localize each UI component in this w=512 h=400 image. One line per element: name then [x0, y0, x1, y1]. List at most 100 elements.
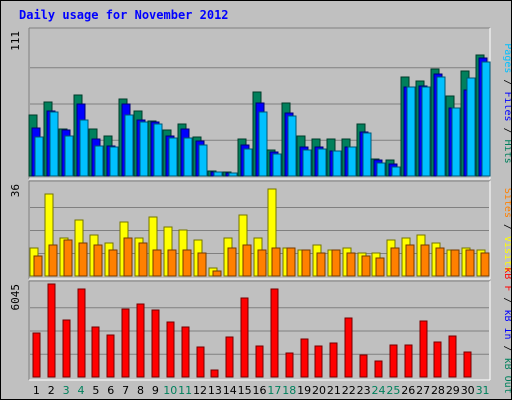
- x-tick-label: 11: [178, 384, 192, 397]
- bar-pages: Pages 14: 2: [228, 172, 238, 177]
- panel-kbytes: 6045 kB F / kB In / kB Out kB F 1: 2885 kB …: [9, 267, 511, 393]
- bar-sites: Sites 4: 13: [78, 242, 88, 277]
- bar-pages: Pages 17: 17: [272, 153, 282, 177]
- bar-kb-f: kB F 30: 1630: [463, 351, 472, 378]
- bar-kb-f: kB F 5: 3239: [91, 326, 100, 378]
- x-tick-label: 9: [152, 384, 159, 397]
- bar-pages: Pages 13: 3: [213, 171, 223, 177]
- bar-pages: Pages 9: 40: [153, 123, 163, 177]
- bar-pages: Pages 20: 21: [317, 148, 327, 177]
- bar-pages: Pages 10: 29: [168, 137, 178, 177]
- x-tick-label: 2: [48, 384, 55, 397]
- bar-sites: Sites 11: 10: [182, 249, 192, 277]
- bar-kb-f: kB F 7: 4395: [121, 308, 130, 378]
- bar-kb-f: kB F 8: 4777: [136, 303, 145, 378]
- bar-sites: Sites 1: 8: [33, 255, 43, 277]
- bar-pages: Pages 23: 33: [362, 132, 372, 177]
- x-tick-label: 23: [357, 384, 371, 397]
- legend-entry: /: [502, 218, 511, 236]
- panel-legend: kB F / kB In / kB Out: [502, 267, 511, 393]
- x-tick-label: 6: [107, 384, 114, 397]
- bar-kb-f: kB F 12: 1950: [196, 346, 205, 378]
- x-tick-label: 25: [386, 384, 400, 397]
- bar-sites: Sites 9: 10: [152, 249, 162, 277]
- bar-kb-f: kB F 10: 3576: [166, 321, 175, 378]
- bar-sites: Sites 21: 10: [331, 249, 341, 277]
- bar-kb-f: kB F 28: 2280: [433, 341, 442, 378]
- panel-legend: Pages / Files / Hits: [502, 43, 511, 163]
- bar-kb-f: kB F 22: 3818: [344, 317, 353, 378]
- bar-kb-f: kB F 26: 2060: [404, 344, 413, 378]
- bar-sites: Sites 5: 12: [93, 244, 103, 277]
- legend-entry: Pages: [502, 43, 511, 73]
- bar-kb-f: kB F 25: 2080: [389, 344, 398, 378]
- bar-sites: Sites 20: 9: [316, 252, 326, 277]
- x-tick-label: 17: [267, 384, 281, 397]
- bar-sites: Sites 29: 10: [450, 249, 460, 277]
- bar-sites: Sites 27: 12: [420, 244, 430, 277]
- bar-kb-f: kB F 18: 1538: [285, 352, 294, 378]
- bar-kb-f: kB F 14: 2620: [225, 336, 234, 378]
- x-tick-label: 24: [371, 384, 385, 397]
- x-tick-label: 31: [476, 384, 490, 397]
- x-tick-label: 22: [342, 384, 356, 397]
- x-tick-label: 14: [223, 384, 237, 397]
- x-tick-label: 7: [122, 384, 129, 397]
- bar-kb-f: kB F 24: 1040: [374, 360, 383, 378]
- x-tick-label: 28: [431, 384, 445, 397]
- bar-pages: Pages 25: 7: [391, 166, 401, 177]
- bar-kb-f: kB F 20: 2008: [314, 345, 323, 378]
- bar-sites: Sites 24: 7: [375, 257, 385, 277]
- bar-kb-f: kB F 16: 2003: [255, 345, 264, 378]
- legend-entry: /: [502, 340, 511, 358]
- x-tick-label: 18: [282, 384, 296, 397]
- panel-legend: Sites / Visits: [502, 188, 511, 272]
- bar-sites: Sites 22: 9: [346, 252, 356, 277]
- bar-sites: Sites 3: 14: [63, 239, 73, 277]
- bar-kb-f: kB F 2: 6045: [47, 283, 56, 378]
- bar-pages: Pages 12: 24: [198, 144, 208, 177]
- bar-sites: Sites 13: 2: [212, 270, 222, 277]
- bar-pages: Pages 8: 41: [139, 121, 149, 177]
- bar-pages: Pages 16: 49: [258, 111, 268, 177]
- panel-max-label: 111: [9, 31, 22, 51]
- bar-kb-f: kB F 13: 450: [210, 369, 219, 378]
- legend-entry: kB F: [502, 267, 511, 291]
- bar-kb-f: kB F 19: 2450: [300, 338, 309, 378]
- bar-sites: Sites 18: 11: [286, 247, 296, 277]
- bar-pages: Pages 1: 30: [34, 136, 44, 177]
- bar-sites: Sites 31: 9: [480, 252, 490, 277]
- bar-pages: Pages 5: 23: [94, 145, 104, 177]
- bar-sites: Sites 23: 8: [361, 255, 371, 277]
- legend-entry: /: [502, 73, 511, 91]
- x-tick-label: 19: [297, 384, 311, 397]
- bar-kb-f: kB F 9: 4362: [151, 309, 160, 378]
- bar-kb-f: kB F 15: 5167: [240, 297, 249, 378]
- x-tick-label: 3: [63, 384, 70, 397]
- bar-sites: Sites 2: 12: [48, 244, 58, 277]
- bar-sites: Sites 17: 11: [271, 247, 281, 277]
- bar-sites: Sites 28: 11: [435, 247, 445, 277]
- bar-sites: Sites 15: 12: [242, 244, 252, 277]
- bar-pages: Pages 29: 52: [451, 107, 461, 177]
- bar-pages: Pages 27: 68: [421, 86, 431, 177]
- bar-sites: Sites 10: 10: [167, 249, 177, 277]
- bar-sites: Sites 25: 11: [390, 247, 400, 277]
- x-tick-label: 13: [208, 384, 222, 397]
- bar-pages: Pages 2: 49: [49, 111, 59, 177]
- bar-pages: Pages 19: 20: [302, 149, 312, 177]
- x-tick-label: 15: [238, 384, 252, 397]
- legend-entry: kB Out: [502, 358, 511, 394]
- x-tick-label: 29: [446, 384, 460, 397]
- x-tick-label: 8: [137, 384, 144, 397]
- bar-sites: Sites 26: 12: [405, 244, 415, 277]
- x-tick-label: 10: [163, 384, 177, 397]
- x-tick-label: 26: [401, 384, 415, 397]
- bar-pages: Pages 22: 22: [347, 146, 357, 177]
- bar-pages: Pages 28: 76: [436, 76, 446, 177]
- bar-kb-f: kB F 3: 3730: [62, 319, 71, 378]
